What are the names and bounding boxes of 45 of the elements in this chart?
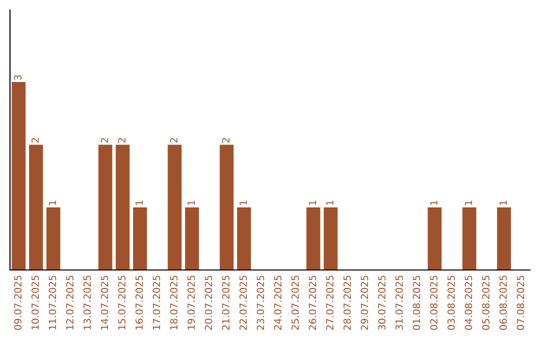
x-tick-label: 19.07.2025	[187, 276, 195, 330]
data-label: 2	[170, 138, 178, 143]
x-tick-label: 31.07.2025	[395, 276, 403, 330]
data-label: 1	[308, 200, 316, 205]
x-tick-label: 23.07.2025	[256, 276, 264, 330]
data-label: 1	[136, 200, 143, 205]
data-label: 1	[464, 200, 472, 205]
data-label: 1	[500, 200, 507, 205]
x-tick-label: 01.08.2025	[412, 276, 420, 330]
x-tick-label: 21.07.2025	[222, 276, 230, 330]
x-tick-label: 05.08.2025	[482, 276, 490, 330]
data-label: 1	[240, 200, 247, 205]
data-label: 1	[48, 200, 56, 205]
x-tick-label: 22.07.2025	[239, 276, 247, 330]
data-label: 2	[118, 138, 126, 143]
x-tick-label: 16.07.2025	[135, 276, 143, 330]
x-tick-label: 25.07.2025	[291, 276, 299, 330]
x-tick-label: 29.07.2025	[360, 276, 368, 330]
x-tick-label: 09.07.2025	[14, 276, 22, 330]
x-tick-label: 30.07.2025	[378, 276, 386, 330]
x-tick-label: 28.07.2025	[343, 276, 351, 330]
x-tick-label: 24.07.2025	[274, 276, 282, 330]
x-tick-label: 04.08.2025	[464, 276, 472, 330]
data-label: 2	[222, 138, 230, 143]
x-tick-label: 02.08.2025	[430, 276, 438, 330]
x-tick-label: 18.07.2025	[170, 276, 178, 330]
data-label: 1	[326, 200, 334, 205]
x-tick-label: 26.07.2025	[308, 276, 316, 330]
data-label: 1	[188, 200, 195, 205]
data-label: 2	[31, 138, 39, 143]
x-tick-label: 10.07.2025	[31, 276, 39, 330]
x-tick-label: 15.07.2025	[118, 276, 126, 330]
data-label: 3	[14, 75, 22, 80]
x-tick-label: 27.07.2025	[326, 276, 334, 330]
x-tick-label: 11.07.2025	[48, 276, 56, 330]
data-label: 1	[430, 200, 438, 205]
x-tick-label: 03.08.2025	[447, 276, 455, 330]
x-tick-label: 17.07.2025	[152, 276, 160, 330]
data-label: 2	[100, 138, 108, 143]
x-tick-label: 14.07.2025	[100, 276, 108, 330]
x-tick-label: 12.07.2025	[66, 276, 74, 330]
x-tick-label: 20.07.2025	[204, 276, 212, 330]
x-tick-label: 07.08.2025	[516, 276, 524, 330]
x-tick-label: 06.08.2025	[499, 276, 507, 330]
x-tick-label: 13.07.2025	[83, 276, 91, 330]
